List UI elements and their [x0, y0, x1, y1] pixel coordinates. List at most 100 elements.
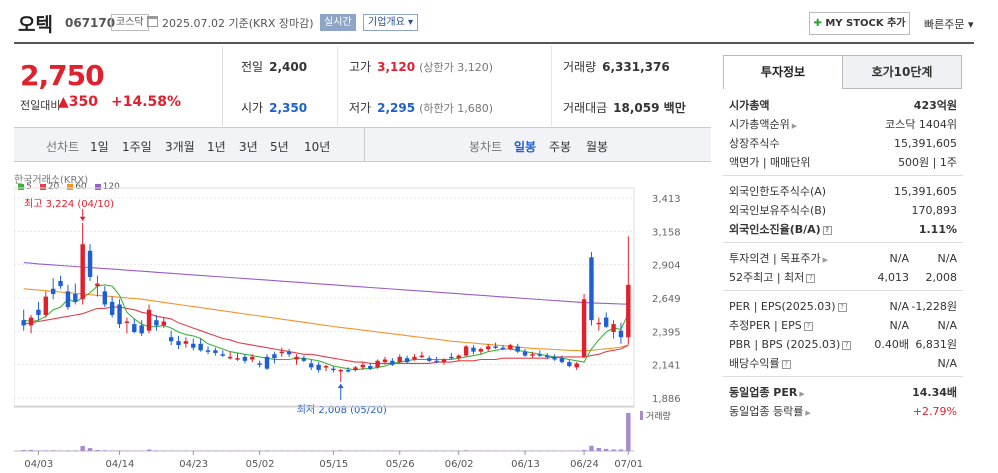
period-1y[interactable]: 1년	[207, 140, 226, 154]
candle-body	[28, 317, 34, 326]
candle-body	[382, 359, 388, 363]
open-price: 시가 2,350	[241, 99, 307, 116]
volume-bar	[404, 450, 410, 451]
candle-body	[73, 294, 78, 302]
candle-body	[301, 358, 307, 361]
volume-bar	[161, 450, 166, 451]
volume-bar	[419, 450, 425, 451]
company-overview-label: 기업개요	[368, 17, 405, 28]
candle-monthly[interactable]: 월봉	[586, 140, 609, 154]
volume-bar	[205, 450, 211, 451]
volume-bar	[301, 450, 307, 451]
period-3m[interactable]: 3개월	[165, 140, 195, 154]
company-overview-button[interactable]: 기업개요 ▾	[363, 14, 419, 31]
help-icon[interactable]: ?	[806, 273, 816, 283]
realtime-button[interactable]: 실시간	[320, 14, 356, 31]
panel-divider	[723, 242, 963, 243]
info-row-label[interactable]: 동일업종 등락률 ▶	[729, 405, 811, 418]
info-row-label[interactable]: 동일업종 PER ▶	[729, 386, 805, 399]
x-tick-label: 04/23	[179, 459, 208, 470]
candle-body	[65, 291, 71, 308]
x-tick-label: 06/24	[570, 459, 599, 470]
panel-divider	[723, 376, 963, 377]
candle-body	[58, 280, 63, 287]
period-1w[interactable]: 1주일	[122, 140, 152, 154]
info-row-label[interactable]: PBR | BPS (2025.03)?	[729, 336, 852, 354]
candle-body	[213, 350, 218, 353]
upper-limit: (상한가 3,120)	[419, 61, 493, 74]
volume-bar	[530, 450, 535, 451]
quick-order-button[interactable]: 빠른주문 ▾	[924, 16, 974, 32]
candle-body	[338, 369, 343, 372]
divider	[364, 128, 365, 161]
info-row-value-1: N/A	[889, 319, 909, 332]
ma-legend-swatch	[39, 183, 46, 190]
ma-legend-item: 60	[67, 182, 87, 192]
period-10y[interactable]: 10년	[304, 140, 331, 154]
help-icon[interactable]: ?	[842, 340, 852, 350]
volume-bar	[427, 450, 432, 451]
candle-body	[434, 360, 439, 363]
line-chart-title: 선차트	[46, 140, 80, 154]
info-row: 상장주식수 15,391,605	[729, 135, 957, 153]
candle-body	[456, 355, 461, 359]
info-row-label[interactable]: 추정PER | EPS?	[729, 317, 813, 335]
y-tick-label: 3,413	[652, 194, 681, 205]
candle-body	[168, 337, 174, 342]
ma-legend-swatch	[94, 183, 101, 190]
volume-bar	[626, 413, 631, 451]
info-row-label[interactable]: PER | EPS(2025.03)?	[729, 298, 847, 316]
help-icon[interactable]: ?	[837, 302, 847, 312]
stock-chart[interactable]: 한국거래소(KRX) 5 20 60 120 3,413 3,158 2,904 2,649…	[14, 163, 711, 473]
volume-bar	[618, 449, 624, 451]
candle-weekly[interactable]: 주봉	[549, 140, 572, 154]
tab-invest-info[interactable]: 투자정보	[723, 55, 843, 89]
info-row-label[interactable]: 투자의견 | 목표주가 ▶	[729, 252, 829, 265]
candle-body	[493, 346, 498, 348]
stock-header: 오텍 067170 코스닥 2025.07.02 기준(KRX 장마감) 실시간…	[14, 0, 974, 44]
info-row: 외국인한도주식수(A) 15,391,605	[729, 183, 957, 201]
info-row-value: 423억원	[913, 99, 957, 112]
y-tick-label: 1,886	[652, 394, 681, 405]
volume-bar	[486, 450, 491, 451]
help-icon[interactable]: ?	[822, 225, 832, 235]
candle-chart-title: 봉차트	[469, 140, 503, 154]
ma-legend: 5 20 60 120	[18, 182, 128, 192]
info-row-value-1: N/A	[889, 300, 909, 313]
info-row-label[interactable]: 외국인소진율(B/A)?	[729, 221, 832, 239]
my-stock-add-button[interactable]: ✚ MY STOCK 추가	[809, 12, 910, 35]
info-row-label[interactable]: 배당수익률?	[729, 355, 791, 373]
volume-bar	[360, 450, 366, 451]
candle-body	[589, 257, 594, 321]
help-icon[interactable]: ?	[803, 321, 813, 331]
chart-canvas[interactable]: 3,413 3,158 2,904 2,649 2,395 2,141 1,886 최고 3,…	[14, 163, 711, 473]
volume-bar	[257, 450, 262, 451]
prev-close: 전일 2,400	[241, 58, 307, 75]
candle-body	[102, 291, 108, 305]
volume-bar	[375, 450, 380, 451]
info-row-label[interactable]: 시가총액순위 ▶	[729, 118, 798, 131]
candle-daily[interactable]: 일봉	[514, 140, 537, 154]
candle-body	[286, 351, 292, 355]
tab-hoga-10[interactable]: 호가10단계	[842, 55, 962, 89]
period-1d[interactable]: 1일	[90, 140, 109, 154]
candle-body	[264, 356, 270, 369]
info-row-label: 액면가 | 매매단위	[729, 156, 811, 169]
help-icon[interactable]: ?	[781, 359, 791, 369]
info-row-label[interactable]: 52주최고 | 최저?	[729, 269, 816, 287]
volume-bar	[176, 450, 181, 451]
chevron-right-icon: ▶	[791, 122, 798, 130]
volume-bar	[139, 450, 144, 451]
candle-body	[242, 356, 248, 361]
candle-body	[397, 356, 402, 363]
candle-body	[508, 345, 513, 350]
volume-bar	[390, 450, 395, 451]
candle-body	[272, 354, 277, 359]
period-5y[interactable]: 5년	[270, 140, 289, 154]
candle-body	[441, 359, 447, 363]
period-3y[interactable]: 3년	[239, 140, 258, 154]
y-tick-label: 2,904	[652, 261, 681, 272]
candle-body	[530, 354, 535, 356]
x-tick-label: 06/13	[511, 459, 540, 470]
volume-bar	[191, 450, 196, 451]
